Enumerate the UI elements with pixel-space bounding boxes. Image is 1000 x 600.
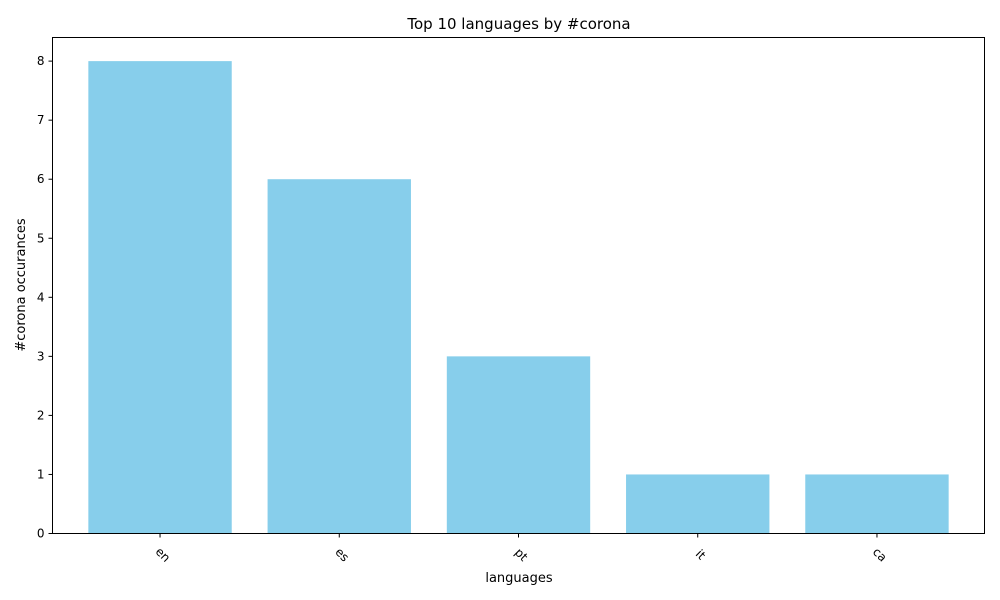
bars-group	[88, 61, 949, 534]
x-axis-ticks: en es pt it ca	[153, 533, 890, 565]
bar-en	[88, 61, 232, 534]
y-tick-label: 1	[37, 467, 45, 481]
y-tick-label: 4	[37, 290, 45, 304]
y-axis-ticks: 0 1 2 3 4 5 6 7 8	[37, 54, 53, 541]
y-axis-label: #corona occurances	[14, 218, 29, 352]
bar-es	[267, 179, 411, 534]
y-tick-label: 7	[37, 113, 45, 127]
y-tick-label: 2	[37, 408, 45, 422]
x-tick-label-pt: pt	[512, 545, 531, 564]
x-tick-label-it: it	[693, 547, 709, 563]
bar-ca	[805, 474, 949, 534]
x-tick-label-ca: ca	[870, 545, 890, 565]
x-axis-label: languages	[485, 571, 553, 586]
x-tick-label-en: en	[153, 544, 174, 565]
y-tick-label: 8	[37, 54, 45, 68]
bar-it	[626, 474, 770, 534]
y-tick-label: 6	[37, 172, 45, 186]
y-tick-label: 0	[37, 527, 45, 541]
x-tick-label-es: es	[332, 545, 352, 565]
y-tick-label: 5	[37, 231, 45, 245]
y-tick-label: 3	[37, 349, 45, 363]
bar-pt	[446, 356, 591, 534]
chart-title: Top 10 languages by #corona	[406, 15, 630, 33]
